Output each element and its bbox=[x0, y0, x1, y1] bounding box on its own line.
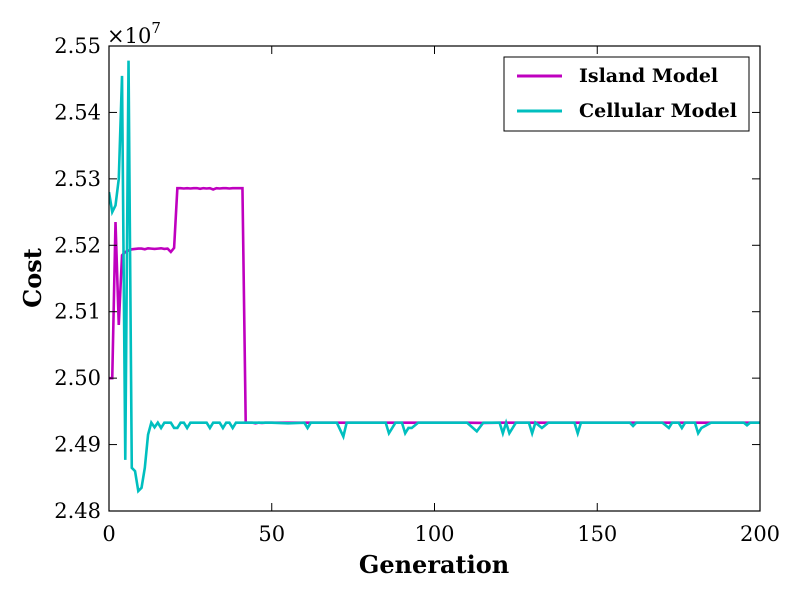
x-tick-label: 0 bbox=[102, 522, 115, 546]
legend: Island Model Cellular Model bbox=[503, 56, 750, 132]
series-line-island-model bbox=[109, 186, 760, 425]
y-tick-label: 2.54 bbox=[54, 100, 101, 124]
series-layer bbox=[109, 60, 760, 494]
plot-frame bbox=[108, 45, 761, 512]
y-offset-base: ×10 bbox=[107, 24, 151, 48]
y-tick-label: 2.55 bbox=[54, 34, 101, 58]
x-tick-label: 200 bbox=[740, 522, 780, 546]
legend-label-cellular-model: Cellular Model bbox=[579, 100, 737, 122]
x-axis-label: Generation bbox=[359, 550, 509, 579]
x-tick-label: 100 bbox=[414, 522, 454, 546]
x-tick-label: 50 bbox=[258, 522, 285, 546]
y-tick-label: 2.49 bbox=[54, 433, 101, 457]
y-axis-label: Cost bbox=[18, 248, 47, 308]
y-tick-label: 2.50 bbox=[54, 366, 101, 390]
legend-box bbox=[503, 56, 750, 132]
series-line-cellular-model bbox=[109, 60, 760, 494]
x-tick-label: 150 bbox=[577, 522, 617, 546]
y-tick-label: 2.53 bbox=[54, 167, 101, 191]
ticks-layer: 0 50 100 150 200 2.48 2.49 2.50 2.51 2.52 2.53 2.54… bbox=[54, 34, 780, 546]
y-tick-label: 2.48 bbox=[54, 499, 101, 523]
y-offset-exponent: 7 bbox=[151, 19, 161, 37]
legend-label-island-model: Island Model bbox=[579, 65, 718, 87]
y-tick-label: 2.52 bbox=[54, 233, 101, 257]
y-tick-label: 2.51 bbox=[54, 300, 101, 324]
y-offset-label: ×107 bbox=[107, 19, 161, 48]
